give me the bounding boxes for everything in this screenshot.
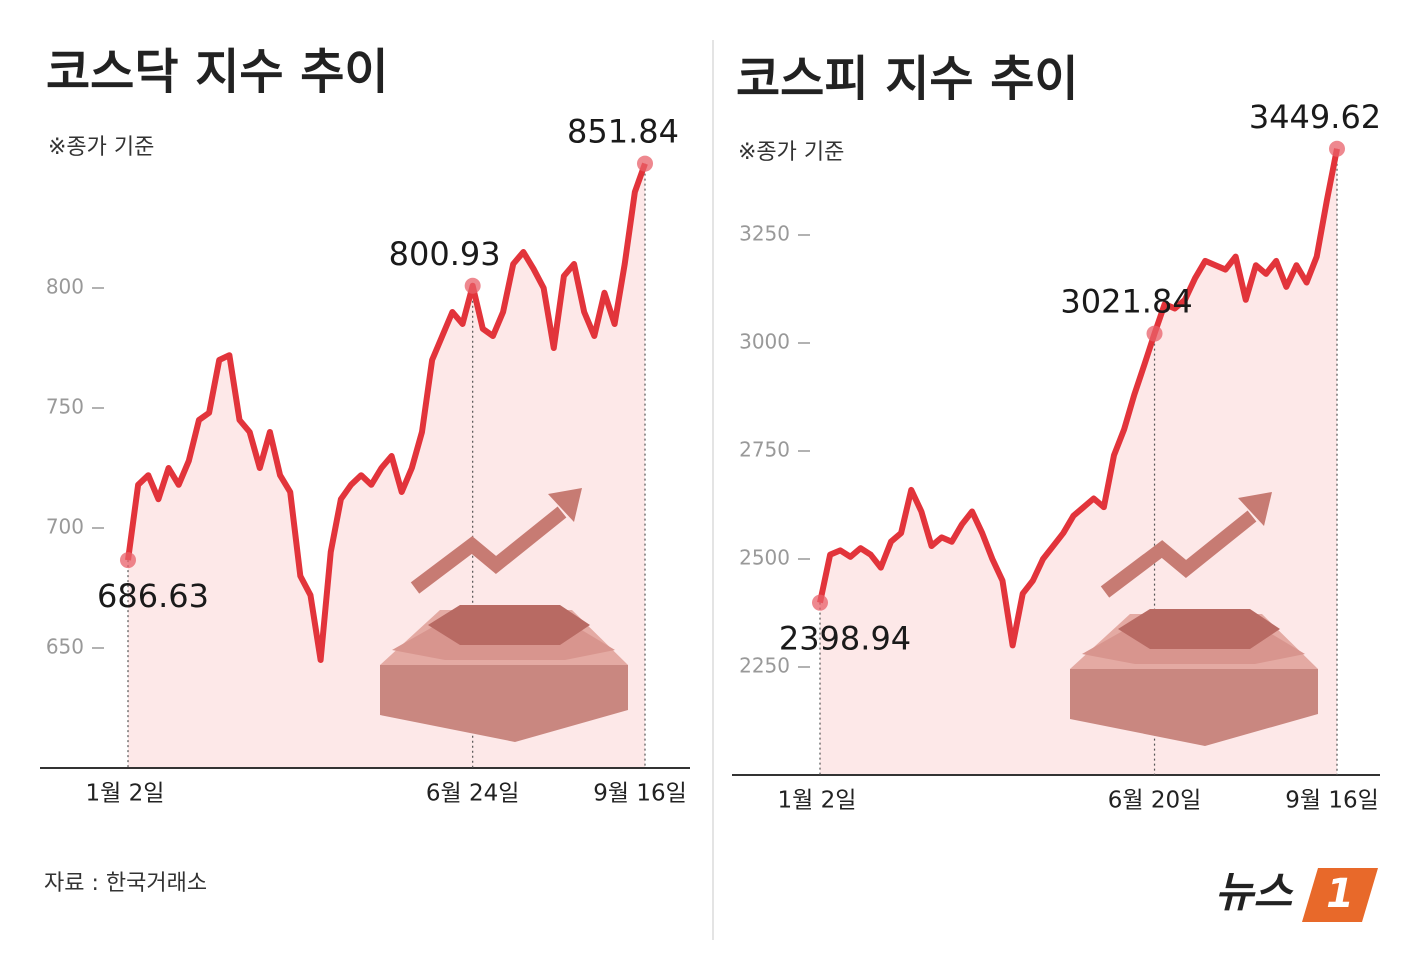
y-tick-label: 3250 bbox=[739, 222, 790, 246]
chart-title: 코스피 지수 추이 bbox=[736, 51, 1079, 107]
hole bbox=[1118, 609, 1280, 649]
y-tick-label: 750 bbox=[46, 395, 84, 419]
data-label: 3021.84 bbox=[1060, 283, 1192, 321]
logo-badge bbox=[1302, 868, 1378, 922]
x-tick-label: 1월 2일 bbox=[778, 788, 857, 814]
point bbox=[812, 594, 828, 611]
x-tick-label: 1월 2일 bbox=[86, 781, 165, 807]
point bbox=[1329, 140, 1345, 157]
data-label: 851.84 bbox=[567, 113, 679, 151]
chart-title: 코스닥 지수 추이 bbox=[46, 44, 389, 100]
hole bbox=[428, 605, 590, 645]
logo-mark: 1 bbox=[1326, 871, 1354, 917]
source: 자료 : 한국거래소 bbox=[44, 871, 207, 896]
line bbox=[125, 162, 648, 663]
chart-subtitle: ※종가 기준 bbox=[48, 135, 154, 160]
y-tick-label: 3000 bbox=[739, 330, 790, 354]
decoration bbox=[1070, 492, 1318, 746]
arrow-head bbox=[548, 488, 582, 522]
x-tick-label: 9월 16일 bbox=[593, 781, 687, 807]
logo-name: 뉴스 bbox=[1215, 868, 1294, 917]
x-tick-label: 6월 24일 bbox=[426, 781, 520, 807]
arrow bbox=[410, 506, 567, 594]
point bbox=[637, 155, 653, 172]
point bbox=[464, 277, 481, 294]
data-label: 3449.62 bbox=[1249, 98, 1381, 136]
arrow bbox=[1100, 510, 1257, 598]
point bbox=[120, 552, 136, 569]
x-tick-label: 6월 20일 bbox=[1108, 788, 1202, 814]
chart-subtitle: ※종가 기준 bbox=[738, 140, 844, 165]
base-side bbox=[380, 665, 628, 742]
y-tick-label: 700 bbox=[46, 515, 84, 539]
base-side bbox=[1070, 669, 1318, 746]
x-tick-label: 9월 16일 bbox=[1285, 788, 1379, 814]
point bbox=[1146, 325, 1163, 342]
line bbox=[817, 148, 1340, 649]
data-label: 2398.94 bbox=[779, 620, 911, 658]
data-label: 800.93 bbox=[389, 235, 501, 273]
decoration bbox=[380, 488, 628, 742]
arrow-head bbox=[1238, 492, 1272, 526]
y-tick-label: 800 bbox=[46, 275, 84, 299]
data-label: 686.63 bbox=[97, 577, 209, 615]
y-tick-label: 2250 bbox=[739, 654, 790, 678]
y-tick-label: 2500 bbox=[739, 546, 790, 570]
y-tick-label: 650 bbox=[46, 635, 84, 659]
y-tick-label: 2750 bbox=[739, 438, 790, 462]
